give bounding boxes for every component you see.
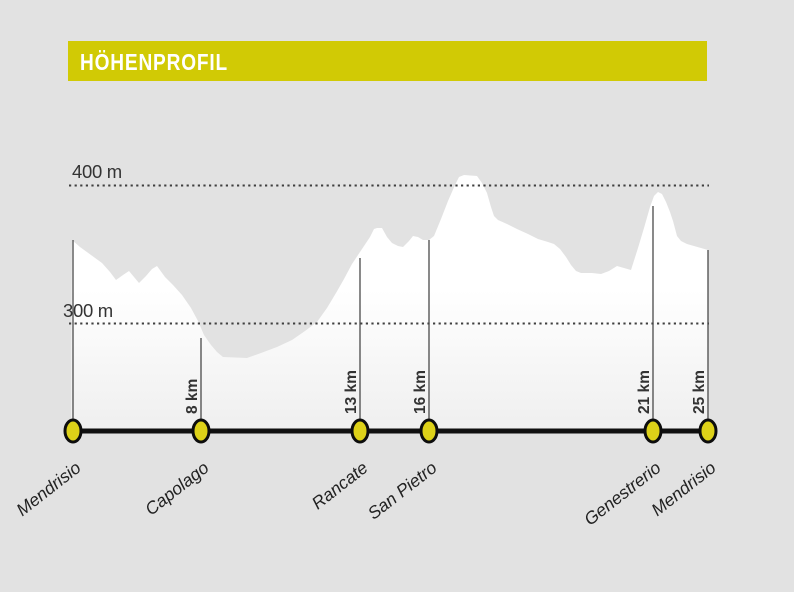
waypoint-marker bbox=[698, 418, 718, 444]
gridline-label-400: 400 m bbox=[72, 161, 122, 182]
page-title: HÖHENPROFIL bbox=[80, 49, 228, 75]
waypoint-marker bbox=[350, 418, 370, 444]
elevation-profile-area bbox=[71, 175, 709, 431]
waypoint-marker bbox=[191, 418, 211, 444]
waypoint-markers bbox=[63, 418, 718, 444]
km-label: 21 km bbox=[636, 370, 653, 414]
gridlines: 400 m 300 m bbox=[63, 161, 709, 325]
km-label: 25 km bbox=[691, 370, 708, 414]
waypoint-marker bbox=[643, 418, 663, 444]
waypoint-lines: 8 km 13 km 16 km 21 km 25 km bbox=[72, 206, 709, 431]
km-label: 16 km bbox=[412, 370, 429, 414]
km-label: 8 km bbox=[184, 379, 201, 414]
header-bar bbox=[68, 41, 707, 81]
gridline-label-300: 300 m bbox=[63, 300, 113, 321]
waypoint-marker bbox=[63, 418, 83, 444]
km-label: 13 km bbox=[343, 370, 360, 414]
waypoint-marker bbox=[419, 418, 439, 444]
